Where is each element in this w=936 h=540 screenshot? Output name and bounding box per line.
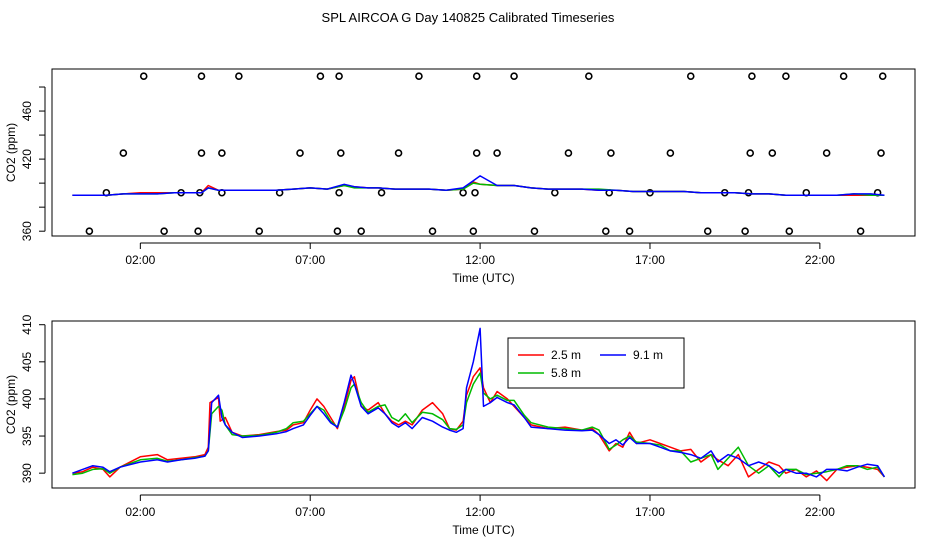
calibration-point — [625, 227, 634, 235]
calibration-point — [194, 227, 202, 235]
x-tick-label: 17:00 — [635, 505, 665, 519]
calibration-point — [357, 227, 365, 235]
plot-frame — [51, 320, 916, 489]
calibration-point — [839, 72, 848, 81]
calibration-point — [744, 188, 753, 197]
calibration-point — [646, 188, 654, 197]
x-axis-label: Time (UTC) — [452, 523, 514, 537]
calibration-point — [703, 227, 712, 235]
calibration-point — [472, 72, 481, 81]
calibration-point — [585, 72, 593, 81]
calibration-point — [333, 227, 342, 235]
y-tick-label: 400 — [20, 389, 34, 409]
calibration-point — [822, 149, 831, 157]
calibration-point — [877, 149, 885, 157]
legend-label: 5.8 m — [551, 366, 581, 380]
calibration-point — [785, 227, 794, 235]
calibration-point — [471, 188, 479, 197]
calibration-point — [335, 72, 343, 81]
calibration-point — [394, 149, 403, 157]
calibration-point — [119, 149, 128, 157]
calibration-point — [428, 227, 437, 235]
x-tick-label: 22:00 — [805, 505, 835, 519]
y-tick-label: 360 — [20, 221, 34, 241]
calibration-point — [472, 149, 481, 157]
x-tick-label: 07:00 — [295, 253, 325, 267]
calibration-point — [415, 72, 423, 81]
calibration-point — [530, 227, 539, 235]
calibration-point — [493, 149, 501, 157]
calibration-point — [255, 227, 264, 235]
calibration-point — [296, 149, 304, 157]
y-tick-label: 420 — [20, 149, 34, 169]
plot-area — [72, 327, 886, 482]
calibration-point — [564, 149, 573, 157]
calibration-point — [666, 149, 675, 157]
calibration-point — [85, 227, 94, 235]
calibration-point — [510, 72, 518, 81]
calibration-point — [336, 149, 345, 157]
legend-box — [507, 337, 685, 389]
calibration-point — [856, 227, 865, 235]
calibration-point — [139, 72, 148, 81]
x-tick-label: 07:00 — [295, 505, 325, 519]
x-tick-label: 22:00 — [805, 253, 835, 267]
calibration-point — [459, 188, 467, 197]
y-tick-label: 405 — [20, 351, 34, 371]
top-panel-calibration-timeseries: 02:00 07:00 12:00 17:00 22:00 Time (UTC) 360 42… — [4, 68, 916, 285]
figure-title: SPL AIRCOA G Day 140825 Calibrated Times… — [322, 10, 615, 25]
series-line-9-1-m — [72, 327, 886, 478]
calibration-point — [469, 227, 478, 235]
x-tick-label: 12:00 — [465, 253, 495, 267]
calibration-point — [748, 72, 756, 81]
calibration-point — [878, 72, 887, 81]
calibration-point — [602, 227, 610, 235]
calibration-point — [197, 72, 206, 81]
x-axis-label: Time (UTC) — [452, 271, 514, 285]
calibration-point — [746, 149, 755, 157]
series-line-5-8-m — [72, 372, 886, 478]
y-tick-label: 390 — [20, 463, 34, 483]
calibration-point — [160, 227, 168, 235]
calibration-point — [741, 227, 749, 235]
legend: 2.5 m 9.1 m 5.8 m — [507, 337, 685, 389]
x-tick-label: 02:00 — [125, 505, 155, 519]
legend-label: 9.1 m — [633, 348, 663, 362]
y-axis-label: CO2 (ppm) — [4, 123, 18, 182]
calibration-point — [316, 72, 325, 81]
x-tick-label: 17:00 — [635, 253, 665, 267]
bottom-panel-co2-timeseries: 02:00 07:00 12:00 17:00 22:00 Time (UTC) 390 39… — [4, 314, 916, 537]
calibration-point — [686, 72, 695, 81]
calibration-point — [218, 149, 226, 157]
series-line-9-1-m — [72, 175, 885, 196]
calibration-point — [768, 149, 777, 157]
y-axis-label: CO2 (ppm) — [4, 375, 18, 434]
calibration-point — [551, 188, 559, 197]
calibration-point — [377, 188, 386, 197]
calibration-point — [782, 72, 790, 81]
calibration-point — [607, 149, 615, 157]
x-tick-label: 12:00 — [465, 505, 495, 519]
y-tick-label: 395 — [20, 426, 34, 446]
y-tick-label: 460 — [20, 101, 34, 121]
plot-area — [72, 72, 887, 235]
plot-frame — [51, 68, 916, 237]
y-tick-label: 410 — [20, 314, 34, 334]
calibration-point — [235, 72, 243, 81]
x-tick-label: 02:00 — [125, 253, 155, 267]
calibration-point — [335, 188, 343, 197]
legend-label: 2.5 m — [551, 348, 581, 362]
calibration-point — [197, 149, 206, 157]
